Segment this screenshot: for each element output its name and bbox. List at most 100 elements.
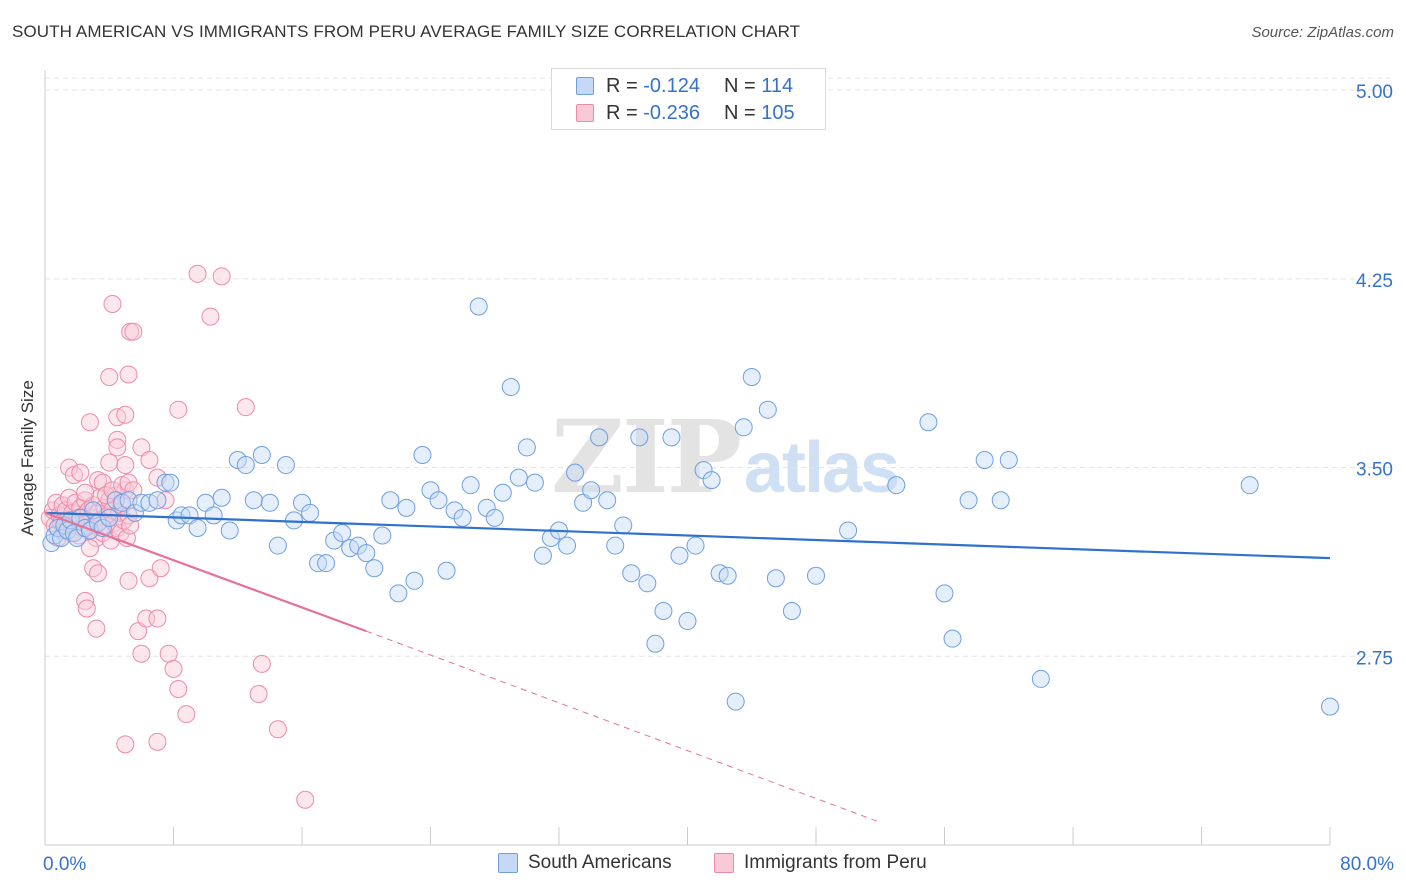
legend-label: Immigrants from Peru xyxy=(744,852,927,873)
trend-line-peru xyxy=(44,511,367,633)
stats-legend-row-south-americans: R = -0.124 N = 114 xyxy=(576,73,793,99)
data-point-peru xyxy=(151,559,170,578)
data-point-south-american xyxy=(670,546,689,565)
data-point-south-american xyxy=(887,476,906,495)
x-tick-label: 80.0% xyxy=(1340,854,1394,875)
data-point-south-american xyxy=(590,428,609,447)
data-point-south-american xyxy=(646,634,665,653)
legend-item-south-americans[interactable]: South Americans xyxy=(498,852,672,874)
data-point-south-american xyxy=(317,554,336,573)
data-point-south-american xyxy=(991,491,1010,510)
data-point-peru xyxy=(201,307,220,326)
data-point-south-american xyxy=(758,400,777,419)
data-point-peru xyxy=(132,438,151,457)
data-point-peru xyxy=(89,564,108,583)
data-point-south-american xyxy=(839,521,858,540)
data-point-south-american xyxy=(196,493,215,512)
data-point-south-american xyxy=(381,491,400,510)
data-point-south-american xyxy=(638,574,657,593)
data-point-peru xyxy=(103,295,122,314)
data-point-south-american xyxy=(493,483,512,502)
data-point-peru xyxy=(129,622,148,641)
blue-swatch-icon xyxy=(576,77,594,95)
data-point-peru xyxy=(116,456,135,475)
data-point-peru xyxy=(252,654,271,673)
data-point-south-american xyxy=(533,546,552,565)
data-point-south-american xyxy=(606,536,625,555)
series-peru-points xyxy=(40,264,315,809)
data-point-south-american xyxy=(405,571,424,590)
data-point-south-american xyxy=(161,473,180,492)
data-point-peru xyxy=(71,463,90,482)
data-point-peru xyxy=(159,644,178,663)
data-point-peru xyxy=(77,599,96,618)
data-point-peru xyxy=(140,569,159,588)
trend-line-peru-extrapolated xyxy=(366,630,881,823)
data-point-south-american xyxy=(662,428,681,447)
data-point-south-american xyxy=(156,473,175,492)
data-point-peru xyxy=(188,264,207,283)
chart-title: SOUTH AMERICAN VS IMMIGRANTS FROM PERU A… xyxy=(12,22,801,41)
data-point-south-american xyxy=(204,506,223,525)
data-point-south-american xyxy=(268,536,287,555)
data-point-peru xyxy=(268,720,287,739)
data-point-peru xyxy=(132,644,151,663)
pink-swatch-icon xyxy=(714,853,734,873)
data-point-south-american xyxy=(453,508,472,527)
trend-lines xyxy=(44,511,1331,823)
data-point-south-american xyxy=(509,468,528,487)
data-point-peru xyxy=(212,267,231,286)
data-point-peru xyxy=(76,483,95,502)
data-point-peru xyxy=(103,481,122,500)
y-tick-label: 4.25 xyxy=(1356,271,1393,292)
data-point-south-american xyxy=(220,521,239,540)
data-point-peru xyxy=(80,539,99,558)
data-point-south-american xyxy=(236,456,255,475)
data-point-south-american xyxy=(959,491,978,510)
trend-line-south-americans xyxy=(44,511,1331,560)
stats-legend: R = -0.124 N = 114 R = -0.236 N = 105 xyxy=(551,68,826,130)
r-label: R = xyxy=(606,74,638,97)
data-point-south-american xyxy=(686,536,705,555)
data-point-peru xyxy=(84,559,103,578)
data-point-south-american xyxy=(582,481,601,500)
data-point-south-american xyxy=(919,413,938,432)
data-point-south-american xyxy=(517,438,536,457)
series-legend: South Americans Immigrants from Peru xyxy=(0,852,1406,878)
r-label: R = xyxy=(606,101,638,124)
tick-labels: 2.75 3.50 4.25 5.00 0.0% 80.0% xyxy=(43,82,1394,875)
data-point-peru xyxy=(124,322,143,341)
data-point-south-american xyxy=(558,536,577,555)
x-tick-label: 0.0% xyxy=(43,854,86,875)
data-point-south-american xyxy=(413,445,432,464)
data-point-peru xyxy=(116,405,135,424)
legend-label: South Americans xyxy=(528,852,672,873)
data-point-peru xyxy=(119,571,138,590)
data-point-peru xyxy=(169,400,188,419)
data-point-peru xyxy=(80,413,99,432)
data-point-peru xyxy=(164,659,183,678)
data-point-peru xyxy=(177,705,196,724)
data-point-south-american xyxy=(1031,669,1050,688)
data-point-peru xyxy=(108,438,127,457)
data-point-peru xyxy=(169,679,188,698)
data-point-south-american xyxy=(389,584,408,603)
data-point-south-american xyxy=(654,601,673,620)
data-point-south-american xyxy=(566,463,585,482)
data-point-peru xyxy=(87,619,106,638)
data-point-south-american xyxy=(678,612,697,631)
data-point-south-american xyxy=(734,418,753,437)
data-point-south-american xyxy=(742,367,761,386)
n-label: N = xyxy=(724,101,756,124)
data-point-south-american xyxy=(726,692,745,711)
stats-legend-row-peru: R = -0.236 N = 105 xyxy=(576,100,795,126)
data-point-south-american xyxy=(1321,697,1339,716)
data-point-south-american xyxy=(357,544,376,563)
data-point-peru xyxy=(100,453,119,472)
data-point-south-american xyxy=(807,566,825,585)
data-point-south-american xyxy=(574,493,593,512)
data-point-south-american xyxy=(485,508,504,527)
data-point-peru xyxy=(100,367,119,386)
data-point-peru xyxy=(108,430,127,449)
legend-item-peru[interactable]: Immigrants from Peru xyxy=(714,852,927,874)
